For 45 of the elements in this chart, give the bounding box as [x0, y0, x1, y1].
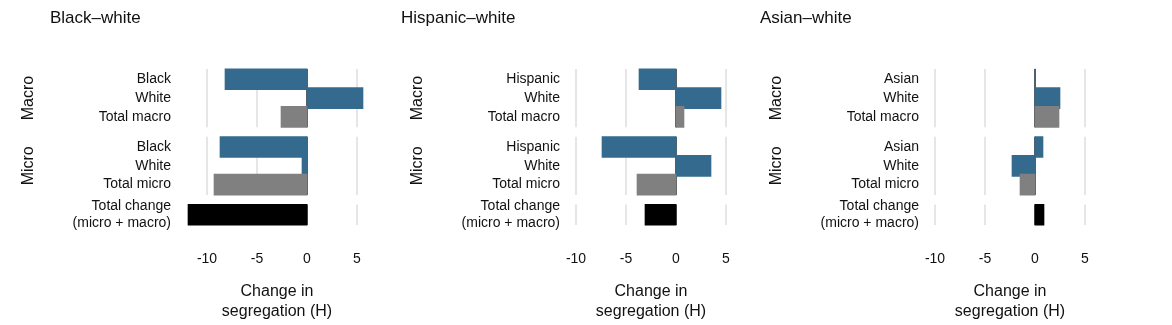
- x-tick-label: 0: [303, 250, 312, 267]
- y-tick-label: Total change (micro + macro): [72, 197, 172, 230]
- x-axis-title: Change in segregation (H): [595, 282, 707, 320]
- y-tick-label: Asian: [883, 137, 919, 154]
- text: Macro: [767, 75, 785, 121]
- x-tick-label: -5: [619, 250, 633, 267]
- y-tick-label: Black: [136, 70, 172, 87]
- chart-title: Black–white: [49, 8, 142, 29]
- x-tick-label: 5: [1081, 250, 1090, 267]
- y-tick-label: Hispanic: [506, 70, 560, 87]
- y-tick-label: Black: [136, 137, 172, 154]
- text: Micro: [767, 146, 785, 186]
- x-tick-label: -5: [250, 250, 264, 267]
- y-tick-label: Total change (micro + macro): [820, 197, 920, 230]
- chart-title: Asian–white: [759, 8, 853, 29]
- text: Micro: [408, 146, 426, 186]
- y-tick-label: Total change (micro + macro): [461, 197, 561, 230]
- y-tick-label: White: [135, 156, 172, 173]
- y-tick-label: White: [524, 156, 561, 173]
- y-tick-label: White: [135, 88, 172, 105]
- y-tick-label: White: [883, 156, 920, 173]
- x-tick-label: -10: [196, 250, 218, 267]
- y-tick-label: White: [883, 88, 920, 105]
- x-tick-label: 0: [1031, 250, 1040, 267]
- x-axis-title: Change in segregation (H): [221, 282, 333, 320]
- x-tick-label: -5: [978, 250, 992, 267]
- x-tick-label: -10: [565, 250, 587, 267]
- text: Micro: [19, 146, 37, 186]
- x-axis-title: Change in segregation (H): [954, 282, 1066, 320]
- text: Macro: [408, 75, 426, 121]
- y-tick-label: Hispanic: [506, 137, 560, 154]
- y-tick-label: Total macro: [846, 107, 920, 124]
- y-tick-label: White: [524, 88, 561, 105]
- x-tick-label: 5: [722, 250, 731, 267]
- y-tick-label: Total macro: [98, 107, 172, 124]
- y-tick-label: Asian: [883, 70, 919, 87]
- x-tick-label: -10: [924, 250, 946, 267]
- x-tick-label: 5: [353, 250, 362, 267]
- text: Macro: [19, 75, 37, 121]
- y-tick-label: Total macro: [487, 107, 561, 124]
- x-tick-label: 0: [672, 250, 681, 267]
- y-tick-label: Total micro: [851, 175, 920, 192]
- y-tick-label: Total micro: [492, 175, 561, 192]
- y-tick-label: Total micro: [103, 175, 172, 192]
- chart-title: Hispanic–white: [400, 8, 517, 29]
